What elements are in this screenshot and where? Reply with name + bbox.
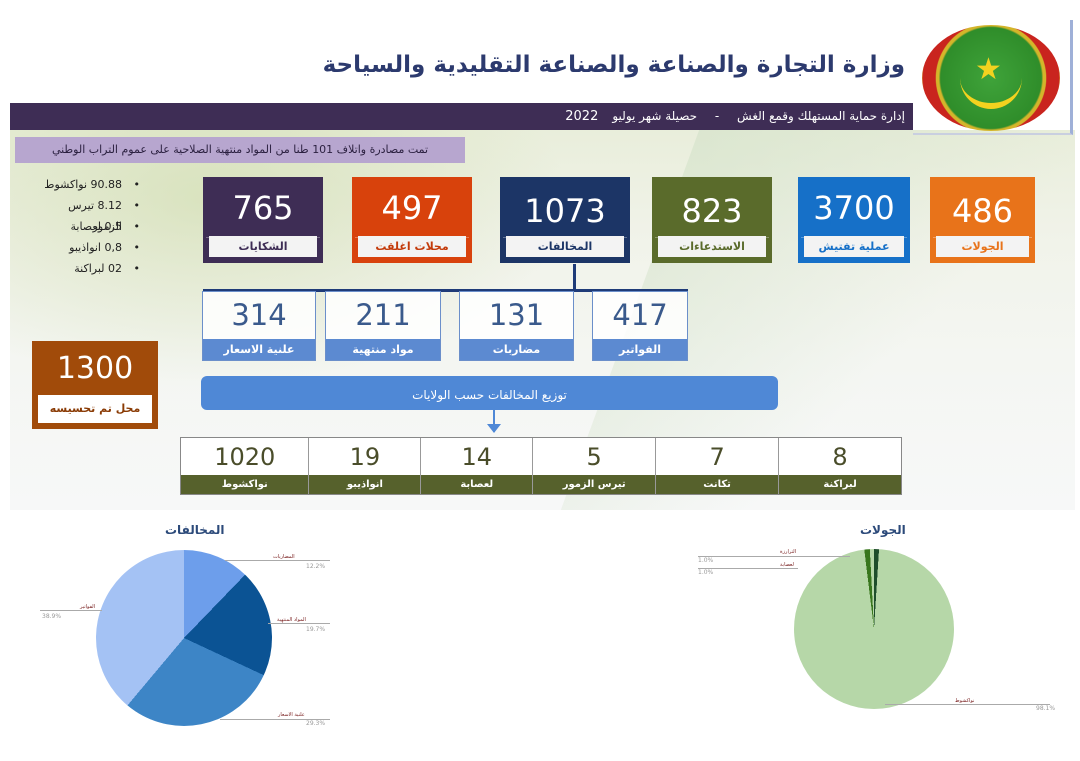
stat-label: الجولات — [936, 236, 1029, 257]
leader-line — [885, 704, 1050, 705]
year: 2022 — [565, 109, 599, 124]
mauritania-emblem-icon: ★ — [922, 25, 1060, 131]
arrow-down-icon — [493, 410, 495, 432]
wilaya-label: نواكشوط — [181, 475, 309, 494]
wilaya-value: 8 — [832, 443, 848, 471]
connector-line — [203, 289, 688, 292]
sub-value: 417 — [612, 298, 668, 332]
violation-speculation: 131 مضاربات — [459, 291, 574, 361]
violation-expired-goods: 211 مواد منتهية — [325, 291, 441, 361]
slice-percent: 29.3% — [306, 720, 326, 727]
arrow-head-icon — [487, 424, 501, 433]
leader-line — [220, 719, 330, 720]
stat-label: محل تم تحسيسه — [38, 395, 152, 423]
period-label: حصيلة شهر يوليو — [612, 109, 698, 123]
violation-price-display: 314 علنية الاسعار — [202, 291, 316, 361]
stat-summons: 823 الاستدعاءات — [652, 177, 772, 263]
wilaya-label: تيرس الزمور — [533, 475, 656, 494]
wilaya-value: 7 — [709, 443, 725, 471]
list-item: 02 لبراكنة — [40, 258, 140, 279]
slice-percent: 1.0% — [698, 557, 714, 564]
slice-label: الفواتير — [80, 604, 96, 610]
sub-value: 314 — [231, 298, 287, 332]
sub-value: 211 — [355, 298, 411, 332]
wilaya-label: لبراكنة — [779, 475, 902, 494]
department-bar: إدارة حماية المستهلك وقمع الغش - حصيلة ش… — [10, 103, 913, 130]
department-name: إدارة حماية المستهلك وقمع الغش — [737, 109, 905, 123]
leader-line — [225, 560, 330, 561]
tonnage-list: 90.88 نواكشوط 8.12 تيرس الزمور 0,5 لعصاب… — [40, 174, 140, 279]
leader-line — [268, 623, 330, 624]
slice-percent: 19.7% — [306, 626, 326, 633]
stat-value: 3700 — [801, 180, 907, 238]
slice-percent: 38.9% — [42, 613, 62, 620]
slice-label: لعصابة — [780, 562, 794, 568]
wilaya-label: تكانت — [656, 475, 779, 494]
violation-invoices: 417 الفواتير — [592, 291, 688, 361]
stat-complaints: 765 الشكايات — [203, 177, 323, 263]
stat-value: 1073 — [503, 180, 627, 238]
stat-tours: 486 الجولات — [930, 177, 1035, 263]
stat-value: 765 — [206, 180, 320, 238]
stat-value: 823 — [655, 180, 769, 238]
stat-label: المخالفات — [506, 236, 624, 257]
stat-closed-shops: 497 محلات اغلقت — [352, 177, 472, 263]
wilaya-cell: 14 لعصابة — [420, 438, 533, 494]
stat-label: الشكايات — [209, 236, 317, 257]
distribution-title-bar: توزيع المخالفات حسب الولايات — [201, 376, 778, 410]
stat-value: 486 — [933, 180, 1032, 238]
stat-sensitized-shops: 1300 محل تم تحسيسه — [32, 341, 158, 429]
slice-label: نواكشوط — [955, 698, 975, 704]
stat-value: 497 — [355, 180, 469, 238]
stat-value: 1300 — [56, 351, 134, 386]
slice-percent: 1.0% — [698, 569, 714, 576]
slice-label: الترارزة — [780, 549, 797, 555]
list-item: 8.12 تيرس الزمور — [40, 195, 140, 233]
leader-line — [698, 556, 850, 557]
slice-label: المضاربات — [273, 554, 295, 560]
stat-label: عملية تفتيش — [804, 236, 904, 257]
slice-label: علنية الاسعار — [278, 712, 305, 718]
wilaya-cell: 7 تكانت — [655, 438, 779, 494]
confiscation-notice: تمت مصادرة واتلاف 101 طنا من المواد منته… — [15, 137, 465, 163]
emblem-frame — [913, 20, 1073, 135]
wilaya-label: انواذيبو — [309, 475, 421, 494]
leader-line — [698, 568, 798, 569]
sub-label: الفواتير — [593, 339, 687, 360]
tours-pie-chart — [794, 549, 954, 709]
list-item: 90.88 نواكشوط — [40, 174, 140, 195]
wilaya-cell: 1020 نواكشوط — [181, 438, 309, 494]
slice-percent: 12.2% — [306, 563, 326, 570]
violations-pie-chart — [96, 550, 272, 726]
ministry-title: وزارة التجارة والصناعة والصناعة التقليدي… — [322, 52, 905, 78]
wilaya-cell: 8 لبراكنة — [778, 438, 902, 494]
wilaya-value: 19 — [349, 443, 381, 471]
stat-label: الاستدعاءات — [658, 236, 766, 257]
list-item: 0,8 انواذيبو — [40, 237, 140, 258]
violations-chart-title: المخالفات — [165, 523, 225, 537]
slice-label: المواد المنتهية — [277, 617, 306, 623]
wilaya-value: 14 — [461, 443, 493, 471]
stat-violations: 1073 المخالفات — [500, 177, 630, 263]
crescent-icon — [960, 75, 1022, 109]
wilaya-label: لعصابة — [421, 475, 533, 494]
wilaya-cell: 19 انواذيبو — [308, 438, 421, 494]
slice-percent: 98.1% — [1036, 705, 1056, 712]
list-item: 0,5 لعصابة — [40, 216, 140, 237]
tours-chart-title: الجولات — [860, 523, 906, 537]
sub-label: مضاربات — [460, 339, 573, 360]
sub-label: علنية الاسعار — [203, 339, 315, 360]
wilaya-distribution-table: 1020 نواكشوط 19 انواذيبو 14 لعصابة 5 تير… — [180, 437, 902, 495]
sub-label: مواد منتهية — [326, 339, 440, 360]
leader-line — [40, 610, 102, 611]
connector-line — [573, 264, 576, 291]
wilaya-cell: 5 تيرس الزمور — [532, 438, 656, 494]
separator: - — [714, 109, 720, 123]
wilaya-value: 5 — [586, 443, 602, 471]
sub-value: 131 — [488, 298, 545, 332]
stat-inspections: 3700 عملية تفتيش — [798, 177, 910, 263]
stat-label: محلات اغلقت — [358, 236, 466, 257]
wilaya-value: 1020 — [214, 443, 276, 471]
